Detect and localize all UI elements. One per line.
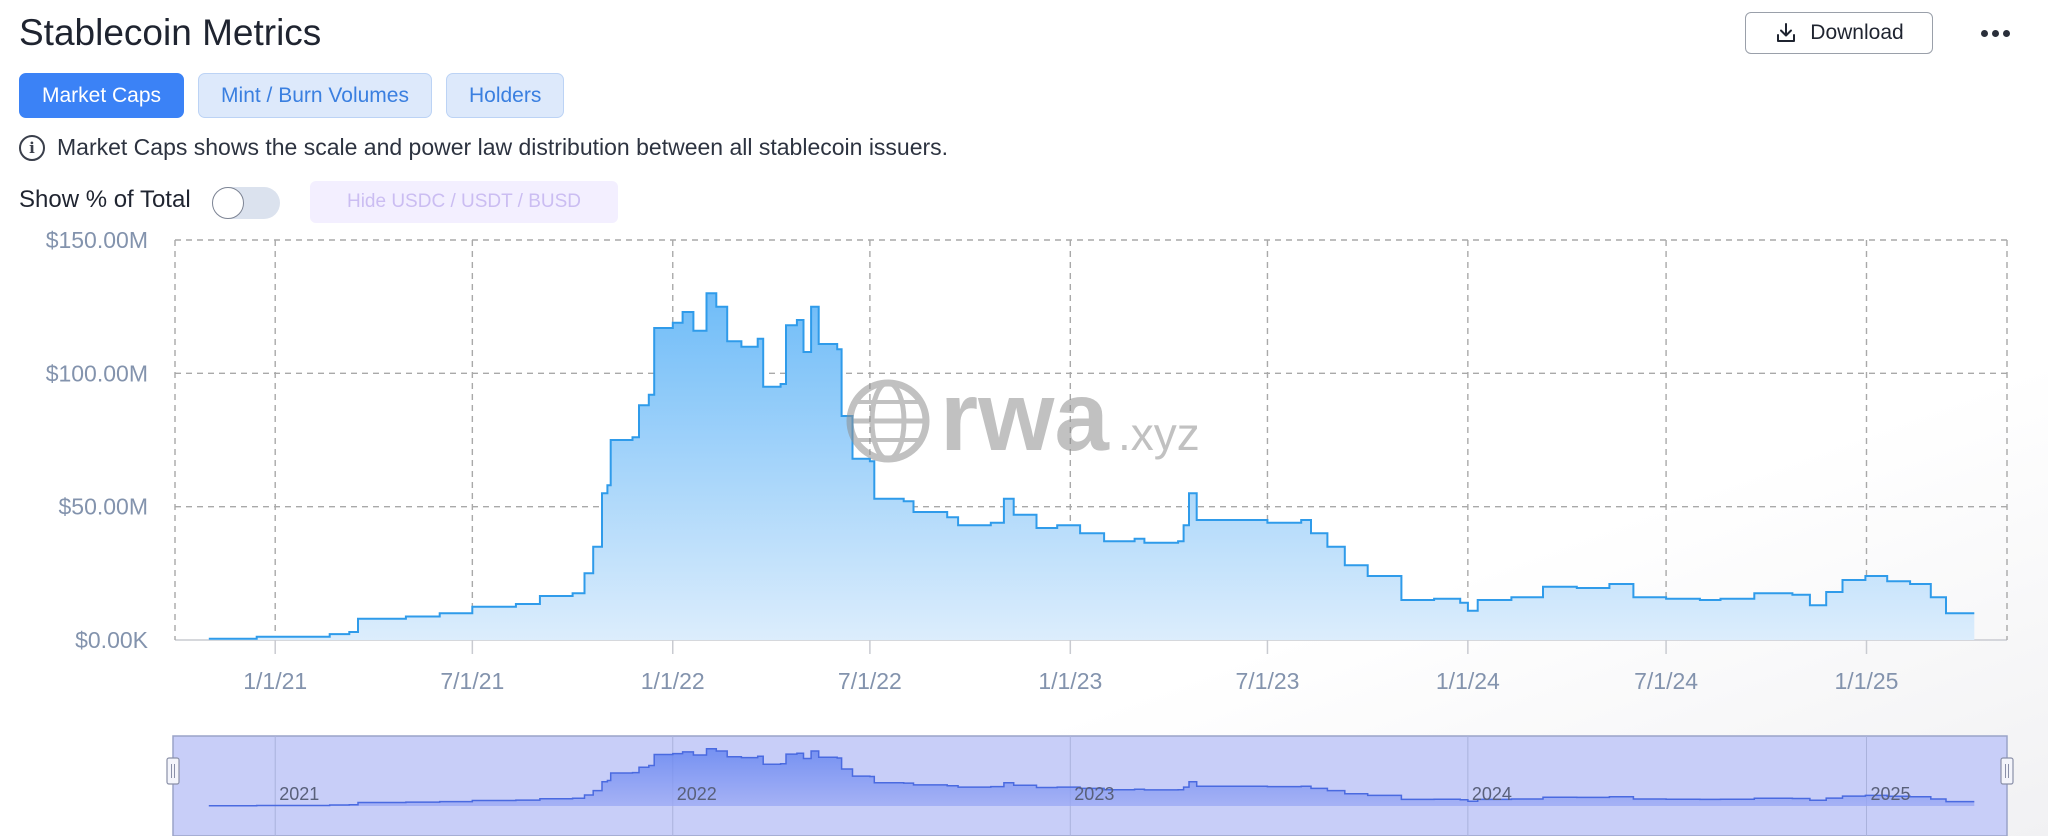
x-tick-label: 1/1/24 [1436,668,1500,694]
more-icon-dot [1991,29,1999,37]
more-options-button[interactable] [1977,16,2013,50]
navigator-year-label: 2023 [1074,784,1114,804]
navigator-year-label: 2024 [1472,784,1512,804]
more-icon-dot [1980,29,1988,37]
navigator-area [208,748,1975,806]
hide-major-stablecoins-button[interactable]: Hide USDC / USDT / BUSD [310,181,618,223]
page-title: Stablecoin Metrics [19,12,322,53]
tab-market-caps[interactable]: Market Caps [19,73,185,118]
download-label: Download [1810,21,1904,44]
toggle-knob [212,187,244,219]
navigator-left-handle[interactable] [166,757,180,785]
info-banner: i Market Caps shows the scale and power … [19,134,948,161]
x-tick-label: 1/1/25 [1835,668,1899,694]
info-text: Market Caps shows the scale and power la… [57,134,949,160]
market-cap-area [208,293,1975,640]
navigator-right-handle[interactable] [2000,757,2014,785]
navigator-year-label: 2021 [279,784,319,804]
tab-mint-burn-volumes[interactable]: Mint / Burn Volumes [198,73,432,118]
navigator-year-label: 2025 [1870,784,1910,804]
x-tick-label: 7/1/23 [1235,668,1299,694]
y-tick-label: $100.00M [46,360,148,386]
watermark-text: rwa [940,361,1110,471]
x-tick-label: 7/1/22 [838,668,902,694]
y-tick-label: $50.00M [58,494,148,520]
info-icon: i [19,134,45,161]
navigator-line [208,748,1975,807]
range-navigator[interactable]: 2021 2022 2023 2024 2025 [166,735,2014,836]
watermark: rwa .xyz [846,361,1200,471]
more-icon-dot [2002,29,2010,37]
download-button[interactable]: Download [1745,12,1933,54]
tab-holders[interactable]: Holders [445,73,565,118]
navigator-year-label: 2022 [677,784,717,804]
x-tick-label: 7/1/24 [1634,668,1698,694]
market-cap-line [208,292,1975,640]
show-pct-toggle[interactable] [212,187,280,219]
x-tick-label: 1/1/22 [641,668,705,694]
tab-bar: Market Caps Mint / Burn Volumes Holders [19,73,565,118]
x-tick-label: 1/1/23 [1038,668,1102,694]
y-tick-label: $0.00K [75,627,149,653]
x-tick-label: 7/1/21 [440,668,504,694]
watermark-suffix: .xyz [1118,408,1200,460]
download-icon [1777,23,1796,42]
x-tick-label: 1/1/21 [243,668,307,694]
y-tick-label: $150.00M [46,227,148,253]
show-pct-label: Show % of Total [19,186,191,213]
